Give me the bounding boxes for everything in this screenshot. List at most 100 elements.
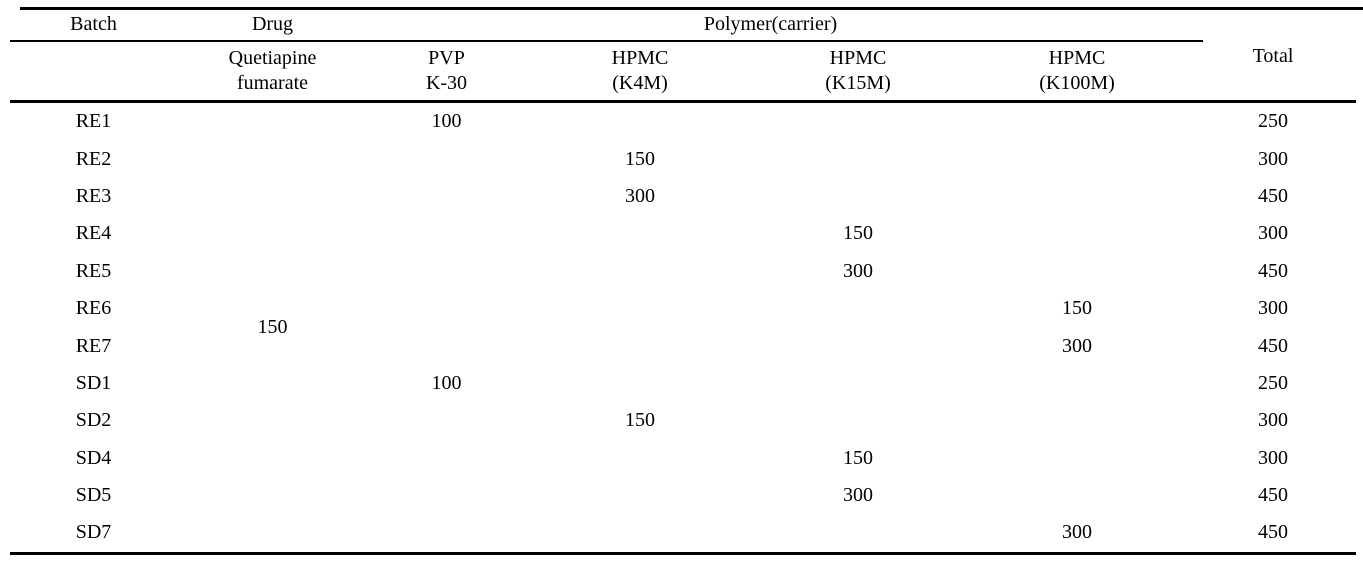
pvp-k30-cell — [358, 327, 535, 364]
hpmc-k4m-cell — [535, 103, 745, 140]
formulation-table: Batch Drug Polymer(carrier) Total Quetia… — [0, 10, 1363, 552]
hpmc-k100m-cell — [971, 365, 1183, 402]
hpmc-k4m-cell — [535, 440, 745, 477]
hpmc-k100m-cell: 300 — [1062, 334, 1092, 357]
pvp-k30-cell — [358, 402, 535, 439]
table-row-re4: RE4 150 300 — [0, 215, 1363, 252]
table-row-re2: RE2 150 300 — [0, 140, 1363, 177]
pvp-k30-cell: 100 — [431, 110, 462, 133]
hpmc-k15m-cell — [745, 365, 971, 402]
header-drug: Drug — [251, 12, 294, 35]
table-row-re3: RE3 300 450 — [0, 178, 1363, 215]
table-row-sd2: SD2 150 300 — [0, 402, 1363, 439]
header-hpmc-k100m: HPMC (K100M) — [1039, 46, 1115, 94]
header-row-1: Batch Drug Polymer(carrier) Total — [0, 10, 1363, 68]
total-cell: 300 — [1258, 297, 1289, 320]
total-cell: 450 — [1258, 521, 1289, 544]
table-row-re1: RE1 150 100 250 — [0, 103, 1363, 338]
hpmc-k4m-cell — [535, 365, 745, 402]
header-batch: Batch — [70, 12, 117, 35]
hpmc-k100m-cell — [971, 140, 1183, 177]
batch-cell: RE4 — [75, 222, 112, 245]
table-row-sd1: SD1 100 250 — [0, 365, 1363, 402]
hpmc-k4m-cell — [535, 327, 745, 364]
batch-cell: RE1 — [75, 110, 112, 133]
pvp-k30-cell — [358, 215, 535, 252]
total-cell: 450 — [1258, 484, 1289, 507]
batch-cell: RE5 — [75, 259, 112, 282]
total-cell: 250 — [1258, 371, 1289, 394]
header-spanner-rule — [10, 40, 1203, 42]
hpmc-k100m-cell — [971, 178, 1183, 215]
batch-cell: SD1 — [75, 371, 112, 394]
hpmc-k15m-cell — [745, 327, 971, 364]
table-row-sd7: SD7 300 450 — [0, 514, 1363, 551]
pvp-k30-cell — [358, 290, 535, 327]
total-cell: 450 — [1258, 184, 1289, 207]
hpmc-k4m-cell — [535, 514, 745, 551]
table-bottom-rule — [10, 552, 1356, 555]
hpmc-k4m-cell — [535, 253, 745, 290]
hpmc-k100m-cell: 300 — [1062, 521, 1092, 544]
hpmc-k15m-cell: 150 — [843, 222, 873, 245]
hpmc-k100m-cell — [971, 103, 1183, 140]
drug-amount-cell: 150 — [257, 315, 288, 338]
batch-cell: SD7 — [75, 521, 112, 544]
pvp-k30-cell — [358, 140, 535, 177]
hpmc-k100m-cell — [971, 402, 1183, 439]
pvp-k30-cell — [358, 514, 535, 551]
hpmc-k100m-cell: 150 — [1062, 297, 1092, 320]
header-hpmc-k4m: HPMC (K4M) — [611, 46, 669, 94]
hpmc-k15m-cell: 300 — [843, 484, 873, 507]
total-cell: 450 — [1258, 259, 1289, 282]
pvp-k30-cell — [358, 440, 535, 477]
table-row-re5: RE5 300 450 — [0, 253, 1363, 290]
batch-cell: RE7 — [75, 334, 112, 357]
header-total: Total — [1252, 45, 1294, 67]
hpmc-k4m-cell — [535, 477, 745, 514]
hpmc-k100m-cell — [971, 477, 1183, 514]
batch-cell: SD2 — [75, 409, 112, 432]
table-row-sd4: SD4 150 300 — [0, 440, 1363, 477]
pvp-k30-cell — [358, 178, 535, 215]
header-batch-spacer — [0, 38, 187, 103]
hpmc-k15m-cell — [745, 290, 971, 327]
hpmc-k4m-cell: 300 — [625, 184, 655, 207]
hpmc-k15m-cell: 150 — [843, 446, 873, 469]
total-cell: 300 — [1258, 409, 1289, 432]
hpmc-k4m-cell: 150 — [625, 409, 655, 432]
hpmc-k100m-cell — [971, 253, 1183, 290]
hpmc-k4m-cell: 150 — [625, 147, 655, 170]
total-cell: 300 — [1258, 147, 1289, 170]
pvp-k30-cell: 100 — [431, 371, 462, 394]
hpmc-k15m-cell — [745, 140, 971, 177]
header-bottom-rule — [10, 100, 1356, 103]
batch-cell: SD5 — [75, 484, 112, 507]
header-quetiapine-fumarate: Quetiapine fumarate — [228, 46, 317, 94]
hpmc-k100m-cell — [971, 440, 1183, 477]
hpmc-k15m-cell — [745, 402, 971, 439]
hpmc-k4m-cell — [535, 215, 745, 252]
batch-cell: RE6 — [75, 297, 112, 320]
total-cell: 450 — [1258, 334, 1289, 357]
header-polymer-carrier: Polymer(carrier) — [703, 12, 838, 35]
total-cell: 250 — [1258, 110, 1289, 133]
hpmc-k15m-cell: 300 — [843, 259, 873, 282]
table-row-re7: RE7 300 450 — [0, 327, 1363, 364]
header-pvp-k30: PVP K-30 — [425, 46, 468, 94]
table-top-rule — [20, 7, 1363, 10]
header-row-2: Quetiapine fumarate PVP K-30 HPMC (K4M) … — [0, 38, 1363, 103]
total-cell: 300 — [1258, 446, 1289, 469]
pvp-k30-cell — [358, 477, 535, 514]
hpmc-k4m-cell — [535, 290, 745, 327]
hpmc-k15m-cell — [745, 178, 971, 215]
pvp-k30-cell — [358, 253, 535, 290]
table-row-re6: RE6 150 300 — [0, 290, 1363, 327]
batch-cell: RE2 — [75, 147, 112, 170]
header-hpmc-k15m: HPMC (K15M) — [825, 46, 891, 94]
total-cell: 300 — [1258, 222, 1289, 245]
hpmc-k15m-cell — [745, 103, 971, 140]
batch-cell: RE3 — [75, 184, 112, 207]
hpmc-k100m-cell — [971, 215, 1183, 252]
